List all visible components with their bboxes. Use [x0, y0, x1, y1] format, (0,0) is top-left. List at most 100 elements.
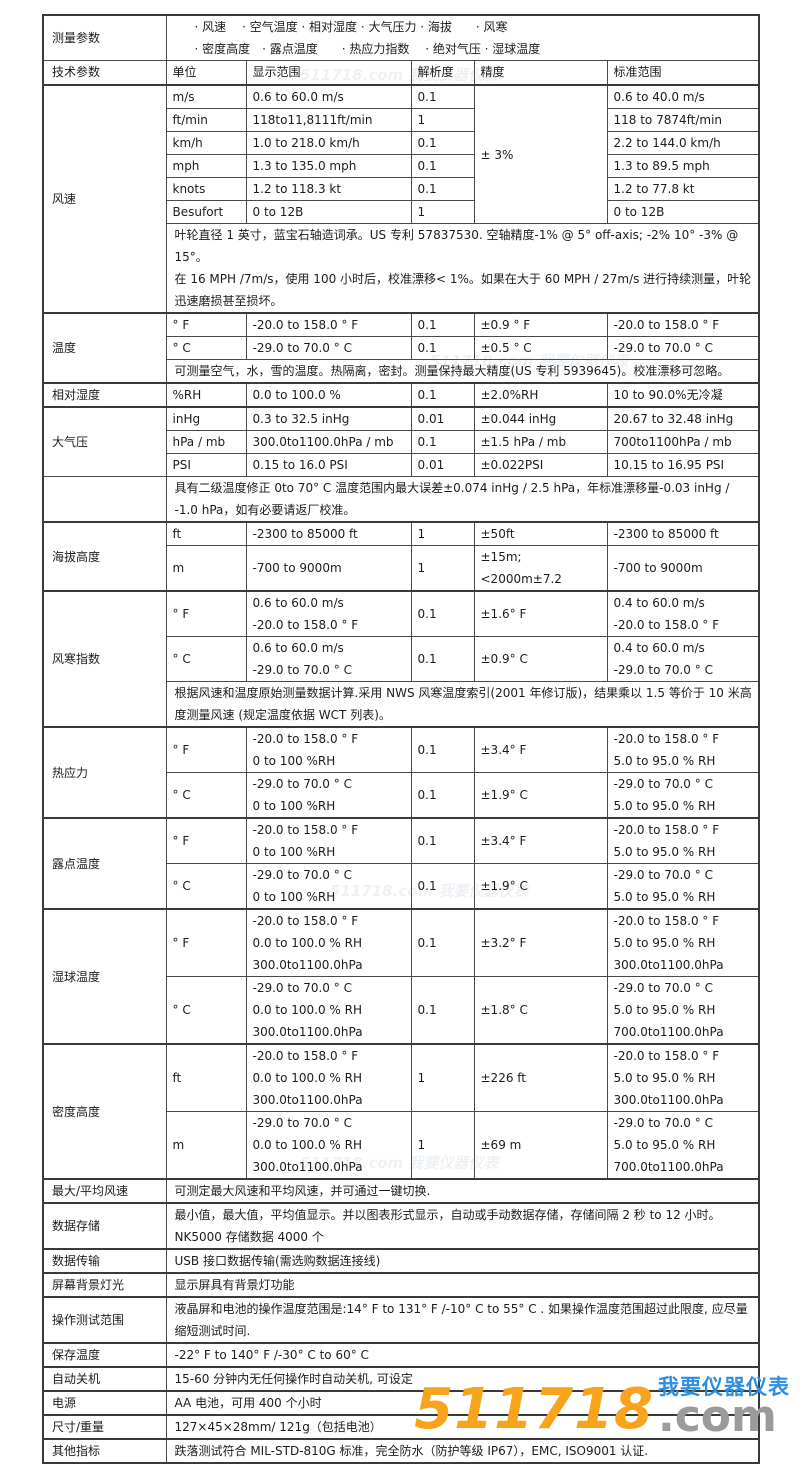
- unit-cell: ft: [165, 1043, 247, 1112]
- unit-cell: Besufort: [165, 200, 247, 224]
- standard-range-cell: -20.0 to 158.0 ° F 5.0 to 95.0 % RH 300.0t…: [606, 908, 760, 977]
- display-range-cell: -20.0 to 158.0 ° F 0 to 100 %RH: [245, 817, 412, 864]
- standard-range-cell-line: 300.0to1100.0hPa: [613, 1093, 724, 1107]
- standard-range-cell: -20.0 to 158.0 ° F 5.0 to 95.0 % RH 300.0t…: [606, 1043, 760, 1112]
- logo-domain: .com: [658, 1391, 777, 1443]
- value-cell: 127×45×28mm/ 121g（包括电池）: [165, 1414, 760, 1440]
- display-range-cell: -29.0 to 70.0 ° C 0.0 to 100.0 % RH 300.0t…: [245, 976, 412, 1045]
- standard-range-cell-line: -20.0 to 158.0 ° F: [613, 618, 720, 632]
- note-cell-line: 在 16 MPH /7m/s，使用 100 小时后，校准漂移< 1%。如果在大于…: [174, 272, 752, 308]
- display-range-cell-line: -29.0 to 70.0 ° C: [252, 981, 352, 995]
- display-range-cell: -2300 to 85000 ft: [245, 521, 412, 546]
- value-cell: 显示屏具有背景灯功能: [165, 1272, 760, 1298]
- display-range-cell-line: 0 to 100 %RH: [252, 890, 336, 904]
- unit-cell: km/h: [165, 131, 247, 155]
- display-range-cell: 0.6 to 60.0 m/s -29.0 to 70.0 ° C: [245, 636, 412, 682]
- standard-range-cell: -20.0 to 158.0 ° F 5.0 to 95.0 % RH: [606, 726, 760, 773]
- param-label: 湿球温度: [42, 908, 167, 1045]
- param-label: 露点温度: [42, 817, 167, 910]
- note-cell: 可测量空气，水，雪的温度。热隔离，密封。测量保持最大精度(US 专利 59396…: [165, 359, 760, 384]
- site-logo[interactable]: 511718 我要仪器仪表 .com: [414, 1375, 790, 1443]
- param-label: 数据传输: [42, 1248, 167, 1274]
- standard-range-cell: 0.4 to 60.0 m/s -29.0 to 70.0 ° C: [606, 636, 760, 682]
- resolution-cell: 0.1: [410, 817, 475, 864]
- standard-range-cell-line: 5.0 to 95.0 % RH: [613, 845, 716, 859]
- param-label: 尺寸/重量: [42, 1414, 167, 1440]
- value-cell: -22° F to 140° F /-30° C to 60° C: [165, 1342, 760, 1368]
- resolution-cell: 1: [410, 521, 475, 546]
- accuracy-cell: ±3.4° F: [473, 817, 608, 864]
- standard-range-cell: 118 to 7874ft/min: [606, 108, 760, 132]
- display-range-cell-line: 0 to 100 %RH: [252, 754, 336, 768]
- param-label: 保存温度: [42, 1342, 167, 1368]
- note-cell-line: 根据风速和温度原始测量数据计算.采用 NWS 风寒温度索引(2001 年修订版)…: [174, 686, 752, 722]
- note-cell: 根据风速和温度原始测量数据计算.采用 NWS 风寒温度索引(2001 年修订版)…: [165, 681, 760, 728]
- accuracy-cell: ±0.9 ° F: [473, 312, 608, 337]
- column-header: 显示范围: [245, 60, 412, 86]
- note-cell-line: 具有二级温度修正 0to 70° C 温度范围内最大误差±0.074 inHg …: [174, 481, 730, 517]
- resolution-cell: 0.1: [410, 312, 475, 337]
- standard-range-cell-line: 300.0to1100.0hPa: [613, 958, 724, 972]
- unit-cell: ° F: [165, 817, 247, 864]
- unit-cell: ° F: [165, 908, 247, 977]
- accuracy-cell: ±0.5 ° C: [473, 336, 608, 360]
- display-range-cell: 118to11,8111ft/min: [245, 108, 412, 132]
- display-range-cell-line: 0.0 to 100.0 % RH: [252, 1003, 363, 1017]
- unit-cell: m: [165, 1111, 247, 1180]
- standard-range-cell: 1.2 to 77.8 kt: [606, 177, 760, 201]
- display-range-cell: -20.0 to 158.0 ° F 0 to 100 %RH: [245, 726, 412, 773]
- standard-range-cell: 20.67 to 32.48 inHg: [606, 406, 760, 431]
- display-range-cell-line: -29.0 to 70.0 ° C: [252, 777, 352, 791]
- unit-cell: m: [165, 545, 247, 592]
- standard-range-cell-line: 0.4 to 60.0 m/s: [613, 641, 705, 655]
- display-range-cell: -700 to 9000m: [245, 545, 412, 592]
- standard-range-cell: -20.0 to 158.0 ° F 5.0 to 95.0 % RH: [606, 817, 760, 864]
- standard-range-cell-line: -20.0 to 158.0 ° F: [613, 732, 720, 746]
- note-cell-line: 可测量空气，水，雪的温度。热隔离，密封。测量保持最大精度(US 专利 59396…: [174, 364, 730, 378]
- param-label: 自动关机: [42, 1366, 167, 1392]
- display-range-cell-line: -20.0 to 158.0 ° F: [252, 914, 359, 928]
- param-label: 相对湿度: [42, 382, 167, 408]
- resolution-cell: 1: [410, 200, 475, 224]
- unit-cell: hPa / mb: [165, 430, 247, 454]
- value-cell: USB 接口数据传输(需选购数据连接线): [165, 1248, 760, 1274]
- resolution-cell: 1: [410, 108, 475, 132]
- display-range-cell-line: 0.6 to 60.0 m/s: [252, 596, 344, 610]
- display-range-cell-line: 300.0to1100.0hPa: [252, 1093, 363, 1107]
- accuracy-cell: ±1.5 hPa / mb: [473, 430, 608, 454]
- param-label: 海拔高度: [42, 521, 167, 592]
- column-header: 解析度: [410, 60, 475, 86]
- unit-cell: ft/min: [165, 108, 247, 132]
- unit-cell: m/s: [165, 84, 247, 109]
- note-cell-line: 叶轮直径 1 英寸，蓝宝石轴造词承。US 专利 57837530. 空轴精度-1…: [174, 228, 739, 264]
- resolution-cell: 0.1: [410, 177, 475, 201]
- display-range-cell-line: -29.0 to 70.0 ° C: [252, 868, 352, 882]
- unit-cell: ° C: [165, 636, 247, 682]
- resolution-cell: 0.1: [410, 430, 475, 454]
- accuracy-cell: ±226 ft: [473, 1043, 608, 1112]
- standard-range-cell: -20.0 to 158.0 ° F: [606, 312, 760, 337]
- standard-range-cell-line: -20.0 to 158.0 ° F: [613, 914, 720, 928]
- accuracy-cell: ±15m;<2000m±7.2: [473, 545, 608, 592]
- display-range-cell-line: -29.0 to 70.0 ° C: [252, 663, 352, 677]
- display-range-cell: 0 to 12B: [245, 200, 412, 224]
- accuracy-cell: ±3.2° F: [473, 908, 608, 977]
- display-range-cell-line: -20.0 to 158.0 ° F: [252, 1049, 359, 1063]
- unit-cell: ° F: [165, 726, 247, 773]
- standard-range-cell-line: -20.0 to 158.0 ° F: [613, 1049, 720, 1063]
- display-range-cell-line: -29.0 to 70.0 ° C: [252, 1116, 352, 1130]
- display-range-cell: -29.0 to 70.0 ° C 0 to 100 %RH: [245, 772, 412, 819]
- accuracy-cell: ±1.9° C: [473, 863, 608, 910]
- standard-range-cell-line: 700.0to1100.0hPa: [613, 1025, 724, 1039]
- resolution-cell: 0.1: [410, 131, 475, 155]
- column-header: 精度: [473, 60, 608, 86]
- accuracy-cell: ±69 m: [473, 1111, 608, 1180]
- resolution-cell: 0.1: [410, 336, 475, 360]
- logo-tagline: 我要仪器仪表: [658, 1375, 790, 1399]
- param-label: 温度: [42, 312, 167, 384]
- standard-range-cell: -29.0 to 70.0 ° C: [606, 336, 760, 360]
- display-range-cell: 1.0 to 218.0 km/h: [245, 131, 412, 155]
- accuracy-cell: ±1.9° C: [473, 772, 608, 819]
- resolution-cell: 0.1: [410, 726, 475, 773]
- note-cell: 叶轮直径 1 英寸，蓝宝石轴造词承。US 专利 57837530. 空轴精度-1…: [165, 223, 760, 314]
